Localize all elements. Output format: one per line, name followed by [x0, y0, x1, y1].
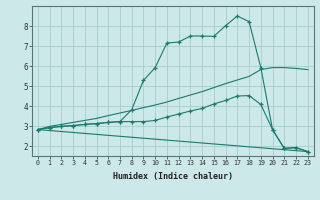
X-axis label: Humidex (Indice chaleur): Humidex (Indice chaleur) — [113, 172, 233, 181]
